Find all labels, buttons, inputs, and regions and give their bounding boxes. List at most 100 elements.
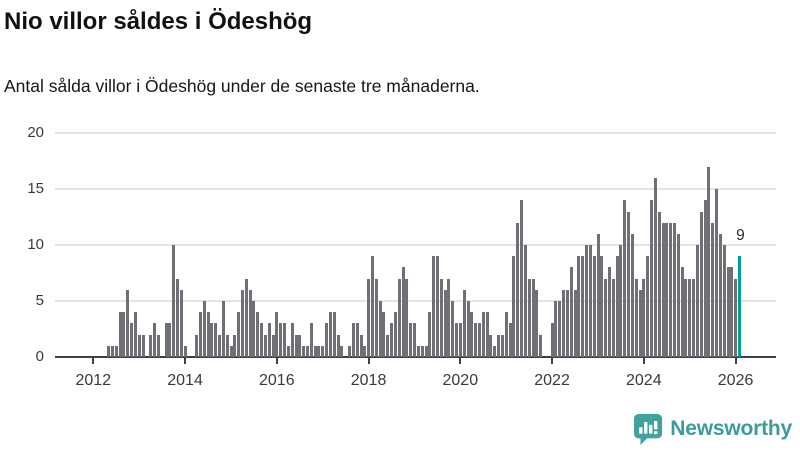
bar	[707, 166, 711, 357]
x-axis-tick	[275, 358, 278, 364]
bar	[294, 334, 298, 357]
bar	[164, 323, 168, 357]
x-axis-tick	[459, 358, 462, 364]
bar	[439, 278, 443, 357]
bar	[133, 312, 137, 357]
bar	[619, 245, 623, 357]
chart-title: Nio villor såldes i Ödeshög	[4, 8, 313, 35]
gridline	[55, 188, 776, 190]
bar	[267, 323, 271, 357]
bar	[218, 334, 222, 357]
bar	[646, 256, 650, 357]
bar	[669, 222, 673, 357]
x-axis-tick-label: 2014	[167, 372, 203, 389]
bar	[302, 345, 306, 357]
bar	[390, 323, 394, 357]
bar	[309, 323, 313, 357]
bar	[275, 312, 279, 357]
bar	[111, 345, 114, 357]
bar	[283, 323, 287, 357]
x-axis-tick	[642, 358, 645, 364]
bar	[581, 256, 585, 357]
bar	[221, 301, 225, 357]
bar	[588, 245, 592, 357]
x-axis-tick-label: 2026	[717, 372, 754, 389]
bar	[252, 301, 256, 357]
bar	[370, 256, 374, 357]
bar	[156, 334, 160, 357]
bar	[462, 289, 466, 357]
bar	[263, 334, 267, 357]
bar	[722, 245, 726, 357]
bar	[688, 278, 692, 357]
bar	[114, 345, 118, 357]
bar	[726, 267, 730, 357]
x-axis-tick-label: 2020	[442, 372, 479, 389]
bar	[416, 345, 420, 357]
bar	[305, 345, 309, 357]
bar	[523, 245, 527, 357]
bar	[520, 200, 524, 357]
bar	[455, 323, 459, 357]
bar	[730, 267, 734, 357]
bar	[214, 323, 218, 357]
bar	[137, 334, 141, 357]
bar	[562, 289, 566, 357]
bar	[734, 278, 738, 357]
bar	[198, 312, 202, 357]
newsworthy-logo: Newsworthy	[633, 411, 792, 447]
bar	[550, 323, 554, 357]
bar	[409, 323, 413, 357]
bar	[363, 345, 367, 357]
bar	[374, 278, 378, 357]
bar	[485, 312, 489, 357]
bar	[428, 312, 432, 357]
bar	[608, 267, 611, 357]
bar	[240, 289, 244, 357]
bar	[443, 289, 447, 357]
bar	[233, 334, 237, 357]
bar	[256, 312, 260, 357]
bar	[665, 222, 669, 357]
bar	[183, 345, 187, 357]
brand-name: Newsworthy	[670, 417, 792, 440]
bar	[531, 278, 535, 357]
bar	[336, 334, 340, 357]
bar	[638, 289, 642, 357]
bar	[298, 334, 302, 357]
bar	[466, 301, 470, 357]
bar	[711, 222, 715, 357]
latest-period-bar	[737, 256, 741, 357]
bar	[474, 323, 478, 357]
x-axis-tick	[551, 358, 554, 364]
last-bar-value-label: 9	[736, 227, 745, 245]
bar	[451, 301, 455, 357]
bar	[141, 334, 145, 357]
x-axis-tick-label: 2024	[626, 372, 662, 389]
bar	[405, 278, 409, 357]
bar	[130, 323, 134, 357]
bar	[107, 345, 111, 357]
bar	[458, 323, 462, 357]
bar	[126, 289, 130, 357]
x-axis-line	[55, 355, 776, 359]
bar	[168, 323, 172, 357]
bar	[653, 177, 657, 357]
bar	[558, 301, 562, 357]
bar	[650, 200, 654, 357]
bar	[478, 323, 482, 357]
bar	[153, 323, 157, 357]
bar	[657, 211, 661, 357]
bar	[382, 312, 386, 357]
bar	[367, 278, 371, 357]
bar	[340, 345, 344, 357]
bar	[554, 301, 558, 357]
bar	[623, 200, 627, 357]
bar	[118, 312, 122, 357]
bar	[684, 278, 688, 357]
x-axis-tick	[367, 358, 370, 364]
chart-subtitle: Antal sålda villor i Ödeshög under de se…	[4, 76, 480, 96]
y-axis-tick-label: 0	[35, 348, 44, 365]
bar	[179, 289, 183, 357]
